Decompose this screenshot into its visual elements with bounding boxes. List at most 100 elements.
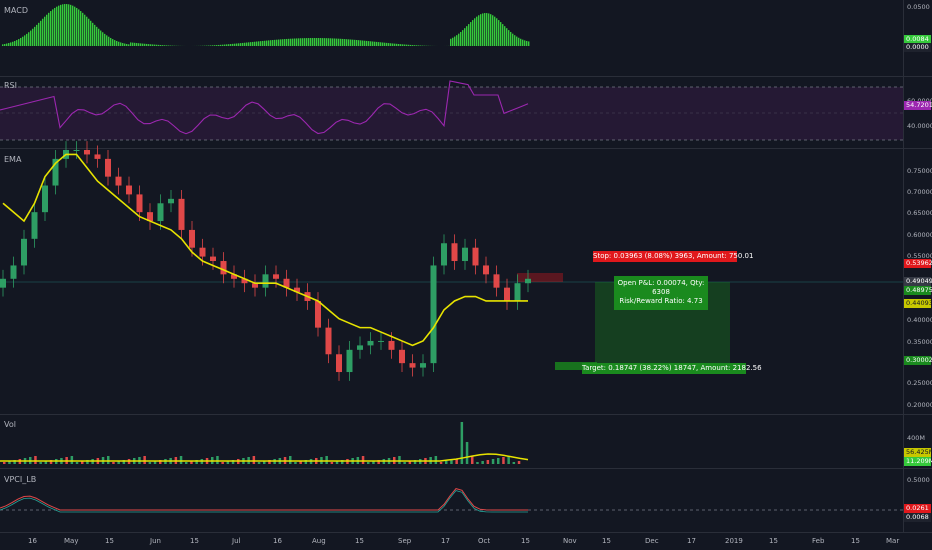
macd-bar [46, 14, 48, 46]
volume-bar [252, 456, 256, 464]
macd-bar [224, 44, 226, 46]
macd-bar [510, 31, 512, 46]
macd-zero-tag: 0.0000 [904, 43, 931, 52]
macd-bar [24, 35, 26, 46]
candle-body [52, 158, 59, 186]
macd-bar [90, 20, 92, 46]
macd-bar [150, 44, 152, 46]
volume-bar [112, 462, 115, 464]
macd-bar [6, 43, 8, 46]
macd-bar [320, 38, 322, 46]
macd-bar [452, 37, 454, 46]
macd-bar [230, 44, 232, 46]
macd-bar [116, 40, 118, 46]
candle-body [441, 243, 447, 266]
volume-bar [403, 462, 406, 464]
macd-bar [144, 43, 146, 46]
macd-bar [284, 39, 286, 46]
macd-bar [158, 44, 160, 46]
macd-bar [72, 5, 74, 47]
macd-bar [484, 13, 486, 46]
candle-body [42, 185, 48, 213]
macd-bar [328, 38, 330, 46]
axis-tick: 0.5000 [907, 476, 930, 484]
macd-bar [490, 14, 492, 46]
macd-bar [212, 45, 214, 46]
candle-body [105, 158, 111, 177]
macd-bar [340, 38, 342, 46]
volume-bar [361, 456, 365, 464]
volume-bar [263, 461, 266, 464]
volume-bar [268, 460, 271, 464]
volume-bar [75, 462, 79, 464]
macd-bar [384, 42, 386, 46]
time-tick: May [64, 537, 79, 545]
macd-bar [140, 43, 142, 46]
time-tick: 2019 [725, 537, 743, 545]
macd-bar [406, 44, 408, 46]
volume-bar [450, 460, 453, 464]
volume-bar [159, 460, 162, 464]
axis-tick: 0.20000 [907, 401, 932, 409]
macd-bar [148, 44, 150, 46]
macd-bar [478, 15, 480, 46]
macd-bar [288, 38, 290, 46]
macd-bar [398, 44, 400, 46]
macd-bar [280, 39, 282, 46]
open-pnl-label[interactable]: Open P&L: 0.00074, Qty: 6308 Risk/Reward… [614, 276, 708, 310]
macd-bar [22, 36, 24, 46]
candle-body [10, 265, 17, 279]
volume-bar [372, 461, 375, 464]
macd-bar [412, 45, 414, 46]
macd-bar [524, 40, 526, 46]
volume-bar [491, 459, 495, 464]
volume-bar [231, 460, 235, 464]
macd-bar [290, 38, 292, 46]
volume-bar [517, 461, 521, 464]
macd-bar [250, 42, 252, 46]
time-tick: 15 [355, 537, 364, 545]
volume-bar [377, 460, 380, 464]
macd-bar [162, 45, 164, 46]
macd-bar [392, 43, 394, 46]
volume-bar [34, 456, 37, 464]
candle-body [399, 349, 405, 364]
candle-body [220, 261, 227, 275]
time-tick: 15 [521, 537, 530, 545]
macd-bar [360, 40, 362, 46]
macd-bar [68, 4, 70, 46]
macd-bar [520, 38, 522, 46]
volume-bar [439, 462, 443, 464]
macd-bar [348, 39, 350, 46]
macd-bar [38, 22, 40, 46]
macd-bar [468, 24, 470, 46]
candle-body [273, 274, 279, 279]
macd-bar [260, 41, 262, 46]
target-label[interactable]: Target: 0.18747 (38.22%) 18747, Amount: … [582, 363, 762, 374]
rsi-band [0, 87, 903, 140]
macd-bar [502, 24, 504, 46]
macd-bar [390, 43, 392, 46]
macd-bar [366, 40, 368, 46]
macd-bar [82, 12, 84, 46]
macd-bar [126, 43, 128, 46]
macd-bar [130, 42, 132, 46]
macd-bar [108, 36, 110, 46]
macd-bar [462, 30, 464, 46]
macd-bar [52, 9, 54, 46]
volume-bar [190, 461, 193, 464]
macd-bar [472, 20, 474, 46]
macd-bar [518, 37, 520, 46]
time-tick: Mar [886, 537, 900, 545]
rsi-value-tag: 54.7201 [904, 101, 932, 110]
macd-bar [146, 43, 148, 46]
volume-bar [143, 456, 146, 464]
stop-label[interactable]: Stop: 0.03963 (8.08%) 3963, Amount: 750.… [593, 251, 754, 262]
macd-bar [358, 40, 360, 46]
vol-ma-tag: 56.425M [904, 448, 932, 457]
macd-bar [256, 41, 258, 46]
macd-bar [416, 45, 418, 46]
macd-bar [12, 41, 14, 46]
macd-bar [246, 42, 248, 46]
